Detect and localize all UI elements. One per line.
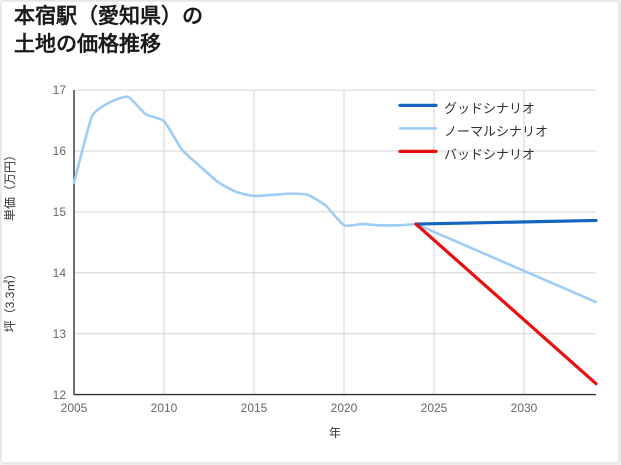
- svg-text:2030: 2030: [511, 401, 538, 415]
- svg-text:15: 15: [53, 205, 67, 219]
- svg-text:2025: 2025: [421, 401, 448, 415]
- svg-text:バッドシナリオ: バッドシナリオ: [444, 147, 535, 162]
- svg-text:ノーマルシナリオ: ノーマルシナリオ: [444, 124, 548, 139]
- svg-text:17: 17: [53, 83, 67, 97]
- svg-text:13: 13: [53, 327, 67, 341]
- svg-text:グッドシナリオ: グッドシナリオ: [444, 101, 535, 116]
- svg-text:2020: 2020: [331, 401, 358, 415]
- svg-text:2005: 2005: [61, 401, 88, 415]
- svg-text:12: 12: [53, 388, 67, 402]
- svg-text:2015: 2015: [241, 401, 268, 415]
- svg-text:年: 年: [329, 426, 341, 440]
- svg-text:14: 14: [53, 266, 67, 280]
- svg-text:単価（万円）: 単価（万円）: [3, 149, 17, 221]
- svg-text:坪（3.3㎥）: 坪（3.3㎥）: [3, 268, 17, 333]
- svg-text:16: 16: [53, 144, 67, 158]
- svg-text:2010: 2010: [151, 401, 178, 415]
